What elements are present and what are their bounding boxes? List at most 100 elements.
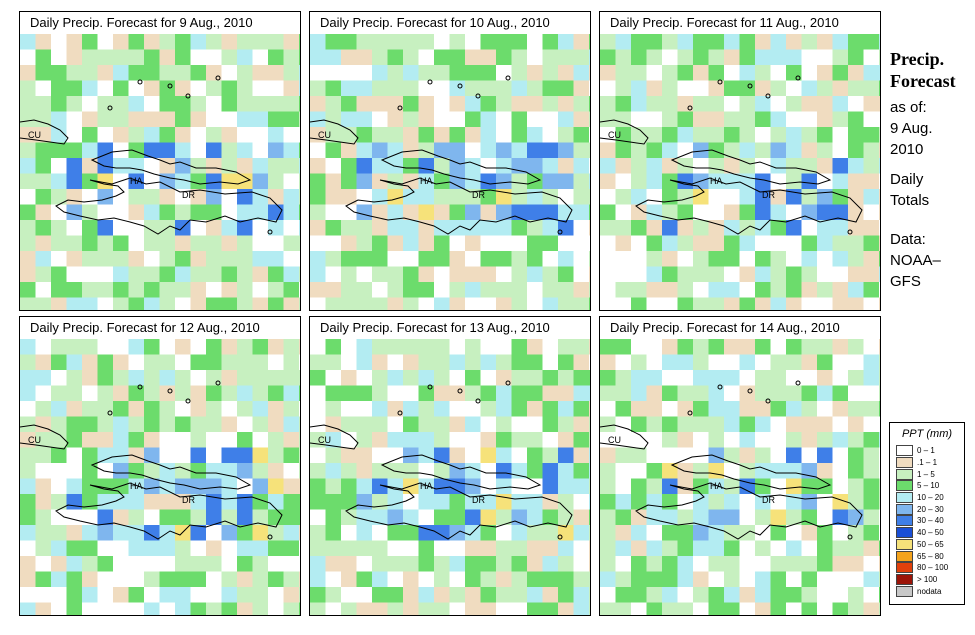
- precip-cell: [558, 556, 575, 573]
- precip-cell: [631, 354, 648, 371]
- precip-cell: [615, 158, 632, 175]
- precip-cell: [511, 297, 528, 310]
- precip-cell: [341, 339, 358, 356]
- precip-cell: [832, 34, 849, 51]
- precip-cell: [341, 282, 358, 299]
- precip-cell: [387, 370, 404, 387]
- precip-cell: [480, 220, 497, 237]
- precip-cell: [677, 189, 694, 206]
- precip-cell: [573, 96, 590, 113]
- precip-cell: [755, 401, 772, 418]
- precip-cell: [770, 525, 787, 542]
- precip-cell: [662, 65, 679, 82]
- precip-cell: [770, 235, 787, 252]
- precip-cell: [144, 111, 161, 128]
- precip-cell: [252, 266, 269, 283]
- precip-cell: [817, 204, 834, 221]
- precip-cell: [708, 432, 725, 449]
- precip-cell: [82, 401, 99, 418]
- precip-cell: [449, 127, 466, 144]
- precip-cell: [310, 509, 327, 526]
- precip-cell: [511, 494, 528, 511]
- precip-cell: [558, 189, 575, 206]
- hispaniola-coastline: [55, 454, 283, 540]
- precip-cell: [615, 540, 632, 557]
- precip-cell: [558, 447, 575, 464]
- precip-cell: [144, 189, 161, 206]
- precip-cell: [221, 587, 238, 604]
- precip-cell: [283, 478, 300, 495]
- precip-cell: [600, 65, 617, 82]
- precip-cell: [113, 509, 130, 526]
- precip-cell: [480, 416, 497, 433]
- precip-cell: [341, 49, 358, 66]
- precip-cell: [739, 463, 756, 480]
- precip-cell: [724, 494, 741, 511]
- precip-cell: [237, 158, 254, 175]
- precip-cell: [708, 494, 725, 511]
- precip-cell: [341, 478, 358, 495]
- precip-cell: [221, 173, 238, 190]
- precip-cell: [677, 525, 694, 542]
- precip-cell: [724, 478, 741, 495]
- precip-cell: [159, 142, 176, 159]
- precip-cell: [372, 432, 389, 449]
- precip-cell: [615, 339, 632, 356]
- precip-cell: [237, 494, 254, 511]
- precip-cell: [708, 235, 725, 252]
- precip-cell: [631, 540, 648, 557]
- precip-cell: [434, 354, 451, 371]
- precip-cell: [159, 385, 176, 402]
- precip-cell: [283, 127, 300, 144]
- totals-line1: Daily: [890, 171, 924, 188]
- precip-cell: [252, 509, 269, 526]
- precip-cell: [310, 65, 327, 82]
- precip-cell: [356, 142, 373, 159]
- precip-cell: [615, 602, 632, 615]
- precip-cell: [372, 142, 389, 159]
- precip-cell: [356, 251, 373, 268]
- precip-cell: [221, 297, 238, 310]
- precip-cell: [708, 463, 725, 480]
- precip-cell: [190, 494, 207, 511]
- precip-cell: [310, 49, 327, 66]
- precip-cell: [848, 127, 865, 144]
- precip-cell: [542, 416, 559, 433]
- cuba-coastline: [600, 424, 649, 450]
- precip-cell: [356, 80, 373, 97]
- precip-cell: [801, 65, 818, 82]
- precip-cell: [863, 80, 880, 97]
- legend-entry: 40 – 50: [890, 527, 964, 539]
- precip-cell: [403, 432, 420, 449]
- forecast-panel-aug-11: Daily Precip. Forecast for 11 Aug., 2010…: [599, 11, 881, 311]
- precip-cell: [434, 602, 451, 615]
- precip-cell: [175, 235, 192, 252]
- precip-cell: [770, 416, 787, 433]
- precip-cell: [283, 204, 300, 221]
- precip-cell: [128, 204, 145, 221]
- precip-cell: [801, 127, 818, 144]
- precip-cell: [113, 220, 130, 237]
- precip-cell: [372, 339, 389, 356]
- precip-cell: [801, 282, 818, 299]
- precip-cell: [708, 556, 725, 573]
- precip-cell: [97, 447, 114, 464]
- precip-cell: [465, 297, 482, 310]
- precip-cell: [755, 49, 772, 66]
- precip-cell: [770, 204, 787, 221]
- precip-cell: [51, 494, 68, 511]
- precip-cell: [693, 525, 710, 542]
- precip-cell: [268, 204, 285, 221]
- precip-cell: [542, 158, 559, 175]
- precip-cell: [879, 494, 880, 511]
- precip-cell: [615, 111, 632, 128]
- precip-cell: [708, 297, 725, 310]
- precip-cell: [615, 587, 632, 604]
- precip-cell: [268, 416, 285, 433]
- precip-cell: [739, 204, 756, 221]
- precip-cell: [631, 282, 648, 299]
- precip-cell: [496, 556, 513, 573]
- precip-cell: [879, 339, 880, 356]
- precip-cell: [480, 354, 497, 371]
- precip-cell: [755, 80, 772, 97]
